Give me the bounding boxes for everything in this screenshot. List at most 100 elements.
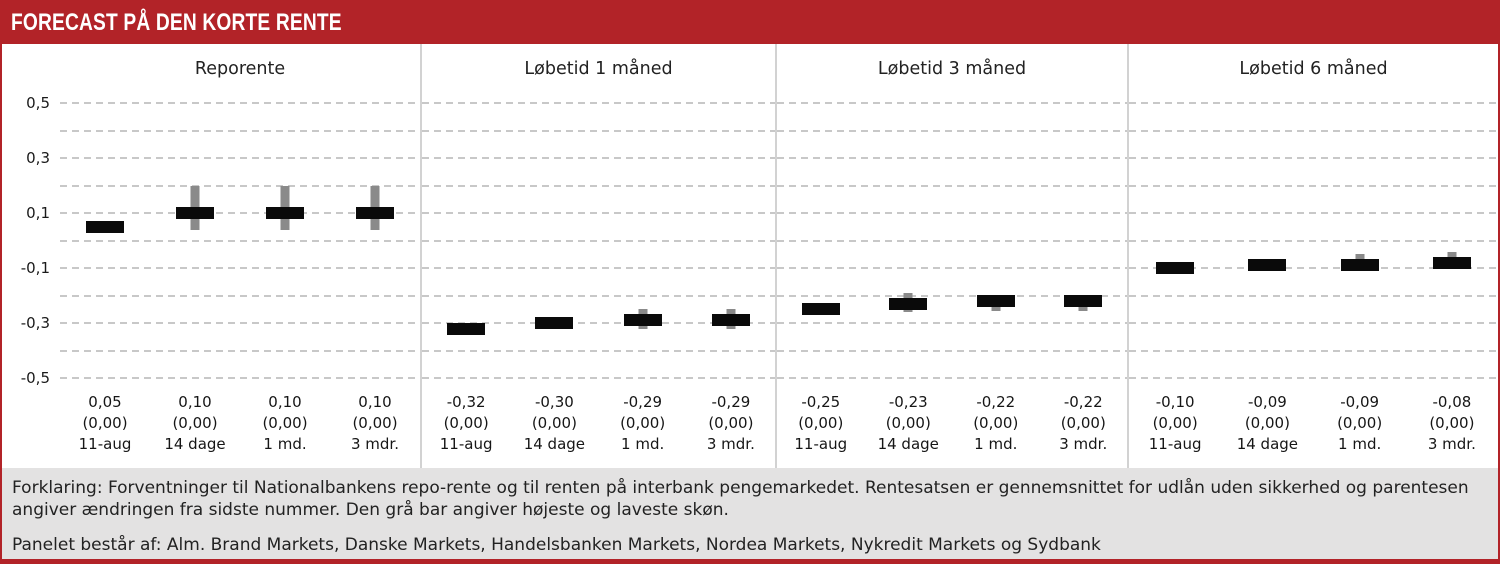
gridline <box>60 157 420 159</box>
y-axis-tick-label: 0,1 <box>26 204 50 222</box>
gridline <box>777 239 1127 242</box>
mean-bar <box>711 314 750 327</box>
y-axis-tick-label: -0,5 <box>20 369 50 387</box>
point-label: -0,08 (0,00) 3 mdr. <box>1406 392 1498 455</box>
point-value: -0,08 <box>1432 393 1472 411</box>
mean-bar <box>1340 259 1379 272</box>
footer-panel-members: Panelet består af: Alm. Brand Markets, D… <box>12 534 1101 555</box>
gridline <box>1129 212 1498 214</box>
gridline <box>1129 322 1498 324</box>
point-period: 11-aug <box>78 435 132 453</box>
point-label: -0,22 (0,00) 3 mdr. <box>1040 392 1128 455</box>
gridline <box>777 129 1127 132</box>
point-value: -0,09 <box>1340 393 1380 411</box>
point-value: 0,10 <box>178 393 212 411</box>
gridline <box>60 322 420 324</box>
point-change: (0,00) <box>1429 414 1475 432</box>
plot-area <box>422 102 775 379</box>
plot-area <box>60 102 420 379</box>
point-label: 0,10 (0,00) 14 dage <box>150 392 240 455</box>
point-period: 1 md. <box>1338 435 1382 453</box>
mean-bar <box>976 295 1015 307</box>
point-labels-row: -0,25 (0,00) 11-aug -0,23 (0,00) 14 dage -0,22… <box>777 392 1127 455</box>
gridline <box>1129 129 1498 132</box>
y-axis-tick-label: -0,1 <box>20 259 50 277</box>
y-axis-tick-label: -0,3 <box>20 314 50 332</box>
gridline <box>422 157 775 159</box>
gridline <box>777 102 1127 104</box>
mean-bar <box>535 317 574 329</box>
gridline <box>60 294 420 297</box>
point-change: (0,00) <box>443 414 489 432</box>
point-period: 14 dage <box>1236 435 1299 453</box>
point-value: 0,10 <box>358 393 392 411</box>
gridline <box>777 322 1127 324</box>
point-value: 0,05 <box>88 393 122 411</box>
mean-bar <box>1432 256 1471 269</box>
gridline <box>422 322 775 324</box>
plot-area <box>1129 102 1498 379</box>
y-axis-tick-label: 0,3 <box>26 149 50 167</box>
point-change: (0,00) <box>1152 414 1198 432</box>
point-labels-row: -0,32 (0,00) 11-aug -0,30 (0,00) 14 dage -0,29… <box>422 392 775 455</box>
point-period: 14 dage <box>877 435 939 453</box>
point-change: (0,00) <box>82 414 128 432</box>
point-change: (0,00) <box>172 414 218 432</box>
point-change: (0,00) <box>352 414 398 432</box>
point-label: -0,09 (0,00) 14 dage <box>1221 392 1313 455</box>
point-period: 1 md. <box>621 435 665 453</box>
gridline <box>422 349 775 352</box>
gridline <box>422 212 775 214</box>
gridline <box>60 102 420 104</box>
point-value: -0,23 <box>888 393 928 411</box>
gridline <box>422 267 775 269</box>
point-label: -0,23 (0,00) 14 dage <box>865 392 953 455</box>
gridline <box>1129 267 1498 269</box>
point-value: -0,30 <box>534 393 574 411</box>
point-value: 0,10 <box>268 393 302 411</box>
point-change: (0,00) <box>973 414 1019 432</box>
point-value: -0,25 <box>801 393 841 411</box>
point-label: -0,25 (0,00) 11-aug <box>777 392 865 455</box>
point-label: 0,05 (0,00) 11-aug <box>60 392 150 455</box>
panel-l-betid-1-m-ned: Løbetid 1 måned -0,32 (0,00) 11-aug -0,30 (0,… <box>420 44 775 468</box>
gridline <box>777 157 1127 159</box>
mean-bar <box>86 220 124 233</box>
point-period: 11-aug <box>794 435 848 453</box>
gridline <box>1129 102 1498 104</box>
point-labels-row: -0,10 (0,00) 11-aug -0,09 (0,00) 14 dage -0,09… <box>1129 392 1498 455</box>
point-change: (0,00) <box>885 414 931 432</box>
point-label: 0,10 (0,00) 3 mdr. <box>330 392 420 455</box>
panel-title: Løbetid 3 måned <box>877 59 1027 79</box>
point-change: (0,00) <box>798 414 844 432</box>
gridline <box>60 212 420 214</box>
gridline <box>422 184 775 187</box>
point-label: 0,10 (0,00) 1 md. <box>240 392 330 455</box>
mean-bar <box>447 322 486 335</box>
point-change: (0,00) <box>1337 414 1383 432</box>
plot-area <box>777 102 1127 379</box>
gridline <box>60 377 420 379</box>
point-label: -0,29 (0,00) 3 mdr. <box>687 392 775 455</box>
point-period: 11-aug <box>439 435 493 453</box>
point-change: (0,00) <box>262 414 308 432</box>
gridline <box>422 294 775 297</box>
gridline <box>60 184 420 187</box>
gridline <box>777 294 1127 297</box>
mean-bar <box>801 303 840 316</box>
point-period: 3 mdr. <box>350 435 399 453</box>
gridline <box>60 267 420 269</box>
point-period: 14 dage <box>164 435 226 453</box>
gridline <box>1129 349 1498 352</box>
point-change: (0,00) <box>708 414 754 432</box>
point-value: -0,22 <box>1063 393 1103 411</box>
point-value: -0,09 <box>1247 393 1287 411</box>
gridline <box>777 377 1127 379</box>
gridline <box>1129 377 1498 379</box>
gridline <box>777 184 1127 187</box>
point-change: (0,00) <box>620 414 666 432</box>
footer-explanation: Forklaring: Forventninger til Nationalba… <box>12 478 1469 521</box>
mean-bar <box>623 314 662 327</box>
point-period: 11-aug <box>1148 435 1202 453</box>
gridline <box>777 349 1127 352</box>
